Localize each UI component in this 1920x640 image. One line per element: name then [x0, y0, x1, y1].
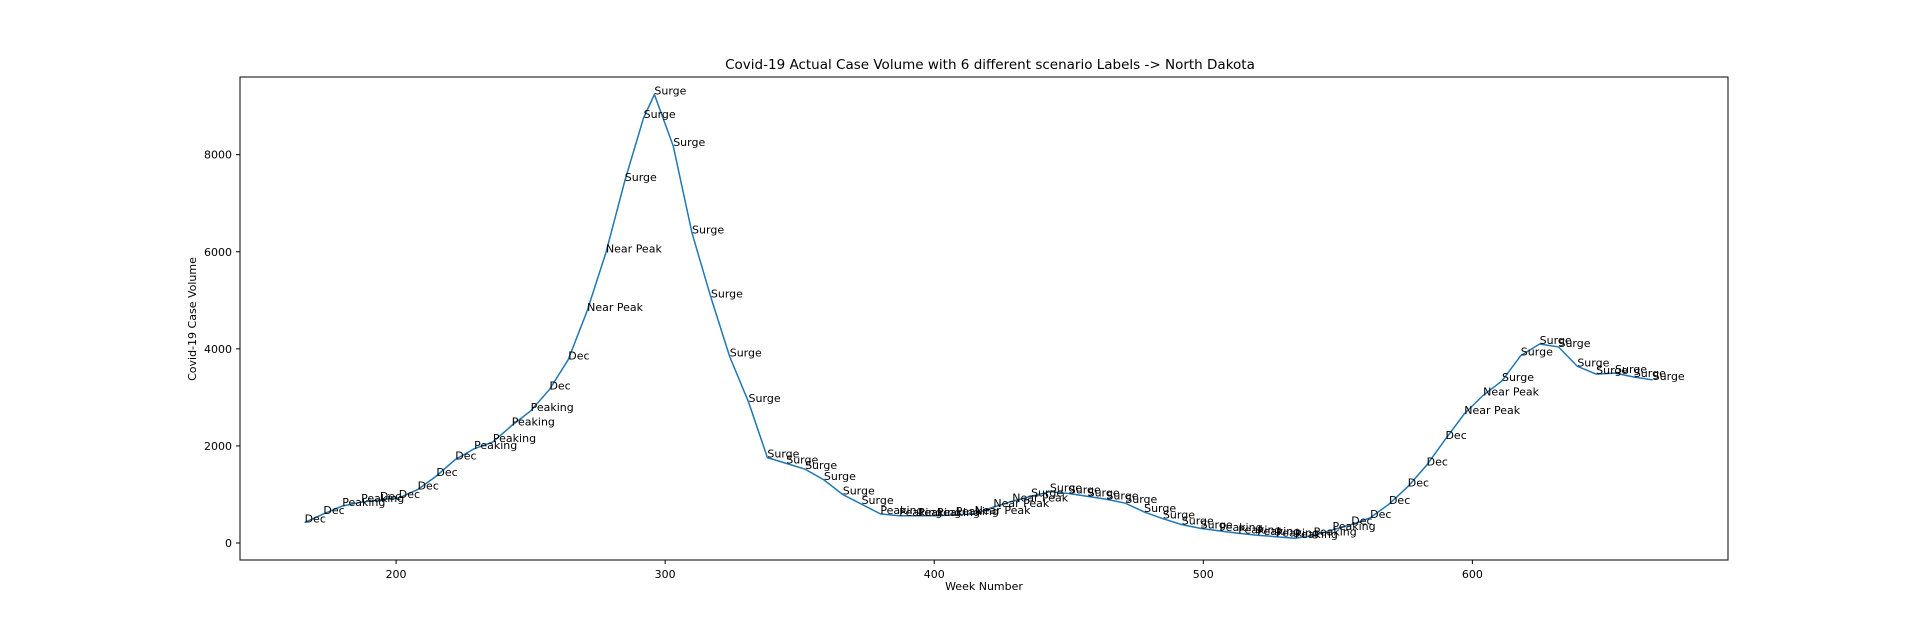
point-label: Peaking	[1314, 526, 1357, 539]
point-label: Dec	[305, 513, 326, 526]
y-tick-label: 0	[225, 537, 232, 550]
point-label: Surge	[1634, 367, 1666, 380]
point-label: Surge	[1201, 518, 1233, 531]
point-label: Surge	[843, 484, 875, 497]
point-label: Surge	[1596, 364, 1628, 377]
y-axis: 0 2000 4000 6000 8000	[204, 149, 240, 550]
point-label: Surge	[749, 392, 781, 405]
point-label: Near Peak	[606, 243, 663, 256]
point-label: Surge	[1088, 486, 1120, 499]
x-tick-label: 400	[924, 568, 945, 581]
point-label: Peaking	[531, 401, 574, 414]
point-label: Dec	[1408, 477, 1429, 490]
plot-frame	[239, 76, 1729, 561]
chart-title: Covid-19 Actual Case Volume with 6 diffe…	[725, 57, 1255, 73]
point-label: Peaking	[342, 496, 385, 509]
point-label: Surge	[1540, 334, 1572, 347]
y-tick-label: 2000	[204, 440, 232, 453]
point-label: Dec	[1370, 508, 1391, 521]
point-label: Dec	[455, 450, 476, 463]
point-label: Near Peak	[1483, 385, 1540, 398]
x-tick-label: 300	[655, 568, 676, 581]
point-label: Peaking	[937, 506, 980, 519]
point-label: Dec	[1351, 515, 1372, 528]
point-label: Near Peak	[1012, 491, 1069, 504]
point-label: Dec	[549, 380, 570, 393]
point-label: Dec	[1445, 429, 1466, 442]
point-label: Peaking	[918, 506, 961, 519]
point-label: Peaking	[1238, 523, 1281, 536]
point-label: Surge	[730, 347, 762, 360]
point-label: Peaking	[1257, 525, 1300, 538]
point-label: Surge	[1106, 489, 1138, 502]
point-label: Surge	[1521, 346, 1553, 359]
point-label: Near Peak	[587, 301, 644, 314]
point-label: Surge	[654, 84, 686, 97]
point-label: Surge	[1144, 502, 1176, 515]
point-label: Dec	[323, 504, 344, 517]
point-label: Near Peak	[1464, 404, 1521, 417]
point-label: Dec	[418, 480, 439, 493]
point-label: Surge	[1163, 509, 1195, 522]
point-label: Surge	[767, 448, 799, 461]
y-axis-title: Covid-19 Case Volume	[186, 257, 199, 381]
y-tick-label: 4000	[204, 343, 232, 356]
point-label: Surge	[1050, 482, 1082, 495]
point-label: Surge	[1653, 370, 1685, 383]
plot-area: DecDecPeakingPeakingDecDecDecDecDecPeaki…	[304, 84, 1685, 541]
x-tick-label: 600	[1462, 568, 1483, 581]
x-tick-label: 500	[1193, 568, 1214, 581]
point-label: Dec	[380, 490, 401, 503]
point-label: Surge	[644, 108, 676, 121]
point-label: Surge	[862, 494, 894, 507]
case-volume-line	[304, 92, 1653, 539]
point-label: Peaking	[1332, 520, 1375, 533]
point-label: Peaking	[493, 432, 536, 445]
point-label: Surge	[625, 171, 657, 184]
point-label: Surge	[805, 459, 837, 472]
point-label: Dec	[436, 466, 457, 479]
point-label: Dec	[568, 350, 589, 363]
x-axis-title: Week Number	[945, 580, 1023, 593]
point-label: Surge	[1615, 363, 1647, 376]
point-label: Dec	[1389, 494, 1410, 507]
point-label: Surge	[673, 136, 705, 149]
point-label: Near Peak	[993, 497, 1050, 510]
point-label: Surge	[786, 453, 818, 466]
y-tick-label: 8000	[204, 149, 232, 162]
point-label: Near Peak	[975, 504, 1032, 517]
point-label: Surge	[1558, 337, 1590, 350]
point-label: Peaking	[512, 416, 555, 429]
x-axis: 200 300 400 500 600	[386, 560, 1483, 581]
point-label: Dec	[1427, 455, 1448, 468]
point-label: Peaking	[899, 506, 942, 519]
point-label: Surge	[711, 287, 743, 300]
point-label: Peaking	[474, 439, 517, 452]
point-label: Peaking	[361, 492, 404, 505]
point-label: Surge	[1182, 515, 1214, 528]
point-label: Peaking	[1219, 521, 1262, 534]
x-tick-label: 200	[386, 568, 407, 581]
point-label: Surge	[1577, 356, 1609, 369]
point-label: Surge	[692, 223, 724, 236]
point-label: Peaking	[956, 505, 999, 518]
point-label: Peaking	[1276, 527, 1319, 540]
point-label: Surge	[1125, 493, 1157, 506]
point-label: Surge	[1031, 486, 1063, 499]
point-label: Dec	[399, 488, 420, 501]
point-label: Surge	[1069, 483, 1101, 496]
point-label: Surge	[1502, 371, 1534, 384]
point-label: Peaking	[1295, 528, 1338, 541]
point-label: Surge	[824, 470, 856, 483]
point-label: Peaking	[880, 504, 923, 517]
y-tick-label: 6000	[204, 246, 232, 259]
